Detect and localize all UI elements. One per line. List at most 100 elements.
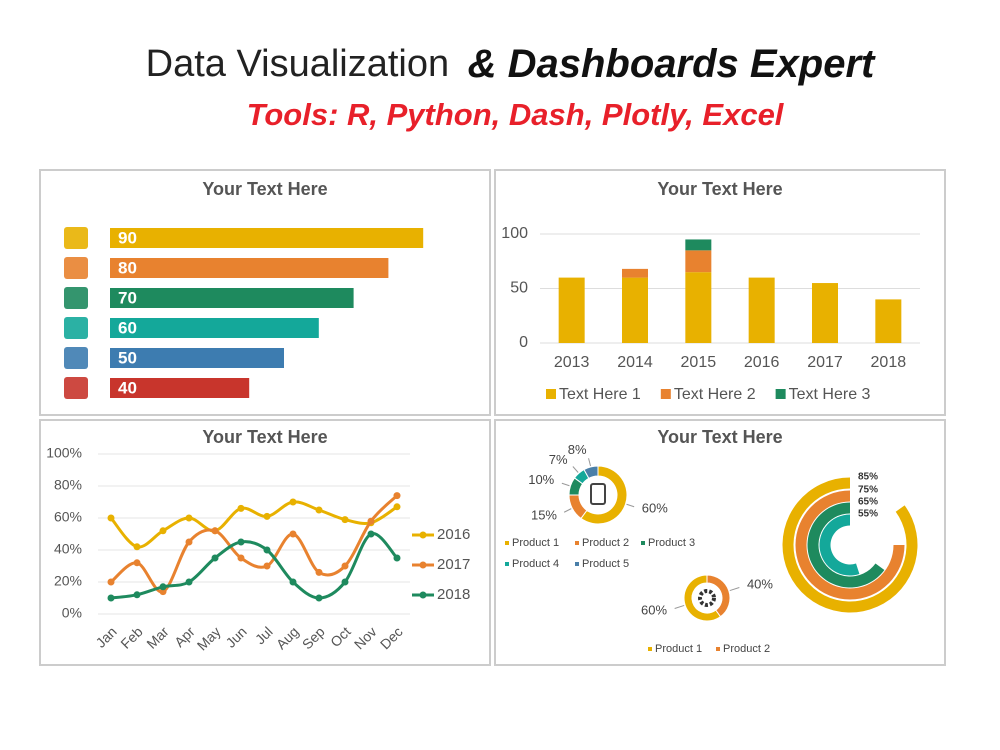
legend-label: Text Here 1	[559, 386, 641, 403]
leader-line	[674, 604, 685, 609]
legend-label: Text Here 3	[789, 386, 871, 403]
value-label: 55%	[858, 509, 878, 520]
page-title: Data Visualization & Dashboards Expert	[146, 42, 876, 86]
value-label: 60%	[641, 602, 667, 617]
bar	[110, 228, 424, 248]
y-tick-label: 100	[501, 225, 528, 242]
x-tick-label: 2016	[744, 354, 780, 371]
legend-label: 2017	[437, 556, 470, 573]
leader-line	[588, 458, 592, 467]
value-label: 80	[118, 258, 137, 277]
bar-segment	[558, 277, 585, 343]
value-label: 10%	[528, 472, 554, 487]
value-label: 60	[118, 318, 137, 337]
marker	[263, 562, 271, 570]
marker	[289, 530, 297, 538]
legend-swatch	[660, 389, 671, 399]
legend-swatch	[648, 647, 652, 651]
y-tick-label: 20%	[54, 573, 82, 589]
subtitle: Tools: R, Python, Dash, Plotly, Excel	[247, 97, 785, 132]
marker	[289, 498, 297, 506]
y-tick-label: 60%	[54, 509, 82, 525]
marker	[185, 578, 193, 586]
marker	[185, 514, 193, 522]
value-label: 7%	[549, 452, 568, 467]
x-tick-label: 2013	[554, 354, 590, 371]
marker	[133, 559, 141, 567]
value-label: 90	[118, 228, 137, 247]
clipboard-icon	[590, 483, 606, 505]
value-label: 75%	[858, 485, 878, 496]
y-tick-label: 40%	[54, 541, 82, 557]
bar-segment	[748, 277, 775, 343]
legend-marker	[419, 531, 427, 539]
legend-label: Product 1	[512, 537, 559, 549]
y-tick-label: 0	[519, 334, 528, 351]
bar-segment	[685, 250, 712, 273]
donut-slice	[583, 465, 599, 480]
donut-slice	[706, 574, 731, 618]
legend-swatch	[641, 541, 645, 545]
marker	[315, 594, 323, 602]
marker	[159, 583, 167, 591]
x-tick-label: 2018	[871, 354, 907, 371]
leader-line	[563, 508, 572, 513]
legend-label: Product 1	[655, 643, 702, 655]
marker	[341, 578, 349, 586]
panel-title: Your Text Here	[657, 179, 782, 199]
marker	[367, 530, 375, 538]
x-tick-label: 2014	[617, 354, 653, 371]
radial-bar	[807, 502, 885, 588]
marker	[133, 591, 141, 599]
leader-line	[729, 587, 740, 592]
bar-segment	[875, 299, 902, 343]
marker	[185, 538, 193, 546]
panel	[494, 419, 946, 666]
legend-label: Product 5	[582, 558, 629, 570]
panel	[39, 419, 491, 666]
marker	[263, 546, 271, 554]
bar	[110, 258, 389, 278]
marker	[133, 543, 141, 551]
bar	[110, 318, 319, 338]
value-label: 15%	[531, 507, 557, 522]
legend-label: Text Here 2	[674, 386, 756, 403]
y-tick-label: 0%	[62, 605, 82, 621]
leader-line	[626, 503, 635, 508]
marker	[107, 514, 115, 522]
legend-swatch	[575, 541, 579, 545]
legend-label: Product 2	[723, 643, 770, 655]
marker	[315, 506, 323, 514]
marker	[107, 594, 115, 602]
leader-line	[572, 466, 579, 473]
leader-line	[561, 482, 570, 487]
bar-segment	[812, 283, 838, 343]
value-label: 65%	[858, 497, 878, 508]
gear-icon	[698, 589, 716, 607]
marker	[237, 538, 245, 546]
value-label: 8%	[568, 442, 587, 457]
title-plain: Data Visualization	[146, 43, 449, 85]
value-label: 50	[118, 348, 137, 367]
marker	[393, 492, 401, 500]
icon	[64, 257, 88, 279]
legend-swatch	[775, 389, 786, 399]
y-tick-label: 80%	[54, 477, 82, 493]
icon	[64, 317, 88, 339]
value-label: 85%	[858, 472, 878, 483]
panel-title: Your Text Here	[657, 427, 782, 447]
bar	[110, 288, 354, 308]
title-emphasis: & Dashboards Expert	[468, 42, 876, 86]
panel-title: Your Text Here	[202, 427, 327, 447]
marker	[367, 517, 375, 525]
marker	[159, 527, 167, 535]
legend-label: Product 2	[582, 537, 629, 549]
x-tick-label: 2015	[681, 354, 717, 371]
legend-label: Product 4	[512, 558, 559, 570]
legend-swatch	[546, 389, 556, 399]
x-tick-label: 2017	[807, 354, 843, 371]
y-tick-label: 50	[510, 280, 528, 297]
legend-swatch	[575, 562, 579, 566]
icon	[64, 377, 88, 399]
marker	[289, 578, 297, 586]
